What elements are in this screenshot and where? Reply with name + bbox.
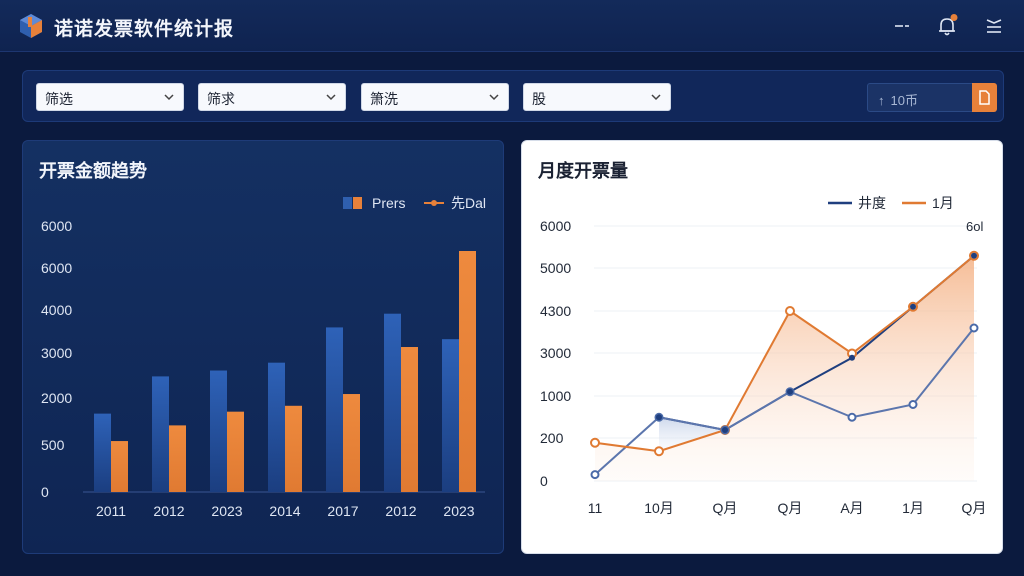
x-tick-label: 2014 bbox=[269, 503, 300, 519]
monthly-volume-panel: 月度开票量 0 200 1000 3000 4300 5000 6000 6ol 11 10月 Q月… bbox=[521, 140, 1003, 554]
point-井度 bbox=[908, 400, 918, 409]
bar-先Dal bbox=[343, 394, 360, 492]
logo-icon bbox=[20, 14, 42, 38]
point-top bbox=[656, 414, 662, 421]
x-tick-label: 2023 bbox=[211, 503, 242, 519]
chevron-down-icon bbox=[164, 94, 174, 101]
upload-label: 10币 bbox=[890, 93, 918, 108]
legend-swatch bbox=[343, 197, 352, 209]
filter-select-2[interactable]: 筛求 bbox=[198, 83, 346, 111]
filter-select-3-value: 箫洗 bbox=[370, 91, 398, 107]
monthly-volume-title: 月度开票量 bbox=[538, 161, 628, 181]
bar-先Dal bbox=[285, 405, 302, 492]
y-tick-label: 500 bbox=[41, 437, 65, 453]
arrow-up-icon: ↑ bbox=[878, 93, 885, 108]
bar-Prers bbox=[384, 313, 401, 492]
y-tick-label: 3000 bbox=[540, 345, 571, 361]
filter-select-4[interactable]: 股 bbox=[523, 83, 671, 111]
point-井度 bbox=[847, 412, 857, 422]
filter-select-4-value: 股 bbox=[532, 91, 546, 107]
x-tick-label: A月 bbox=[840, 500, 863, 516]
chevron-down-icon bbox=[489, 94, 499, 101]
x-tick-label: 2011 bbox=[96, 503, 126, 519]
minimize-icon[interactable] bbox=[890, 14, 914, 38]
point-井度 bbox=[969, 323, 979, 333]
bar-先Dal bbox=[459, 251, 476, 492]
bar-先Dal bbox=[227, 411, 244, 492]
y-tick-label: 6000 bbox=[41, 260, 72, 276]
filter-select-1[interactable]: 筛选 bbox=[36, 83, 184, 111]
upload-button[interactable] bbox=[972, 83, 997, 112]
monthly-volume-chart: 0 200 1000 3000 4300 5000 6000 6ol 11 10月 Q月 Q月 A月 1月… bbox=[540, 195, 987, 516]
filter-select-1-value: 筛选 bbox=[45, 91, 73, 107]
x-tick-label: 1月 bbox=[902, 500, 924, 516]
point-1月 bbox=[590, 437, 600, 448]
area-fill-secondary bbox=[659, 417, 725, 452]
point-top bbox=[722, 427, 728, 433]
bar-Prers bbox=[210, 370, 227, 492]
document-icon bbox=[979, 90, 990, 105]
x-tick-label: Q月 bbox=[962, 500, 987, 516]
y-tick-label: 0 bbox=[540, 473, 548, 489]
area-fill bbox=[595, 255, 974, 481]
amount-trend-panel: 开票金额趋势 0 500 2000 3000 4000 6000 6000 2011 2012 2… bbox=[22, 140, 504, 554]
bar-Prers bbox=[94, 413, 111, 492]
point-top bbox=[971, 252, 977, 259]
y-tick-label: 5000 bbox=[540, 260, 571, 276]
bar-先Dal bbox=[169, 425, 186, 492]
chevron-down-icon bbox=[326, 94, 336, 101]
legend-label: 先Dal bbox=[451, 195, 486, 211]
bar-先Dal bbox=[401, 347, 418, 492]
legend-label: Prers bbox=[372, 195, 405, 211]
corner-label: 6ol bbox=[966, 219, 983, 234]
y-tick-label: 4300 bbox=[540, 303, 571, 319]
bar-Prers bbox=[268, 362, 285, 492]
bell-icon[interactable] bbox=[935, 14, 959, 38]
point-1月 bbox=[654, 446, 664, 457]
menu-icon[interactable] bbox=[982, 14, 1006, 38]
y-tick-label: 1000 bbox=[540, 388, 571, 404]
bar-Prers bbox=[442, 339, 459, 492]
legend-label: 井度 bbox=[858, 195, 886, 211]
y-tick-label: 200 bbox=[540, 430, 564, 446]
point-top bbox=[910, 303, 916, 310]
legend-label: 1月 bbox=[932, 195, 954, 211]
x-tick-label: 2012 bbox=[153, 503, 184, 519]
point-top bbox=[849, 354, 855, 361]
y-tick-label: 3000 bbox=[41, 345, 72, 361]
bar-Prers bbox=[326, 327, 343, 492]
legend-swatch bbox=[353, 197, 362, 209]
x-tick-label: 2023 bbox=[443, 503, 474, 519]
chevron-down-icon bbox=[651, 94, 661, 101]
y-tick-label: 2000 bbox=[41, 390, 72, 406]
upload-field[interactable]: ↑ 10币 bbox=[867, 83, 973, 112]
point-井度 bbox=[590, 470, 600, 480]
x-tick-label: 2012 bbox=[385, 503, 416, 519]
filter-select-2-value: 筛求 bbox=[207, 91, 235, 107]
y-tick-label: 4000 bbox=[41, 302, 72, 318]
x-tick-label: 11 bbox=[588, 500, 603, 516]
x-tick-label: 2017 bbox=[327, 503, 358, 519]
filter-select-3[interactable]: 箫洗 bbox=[361, 83, 509, 111]
bar-Prers bbox=[152, 376, 169, 492]
x-tick-label: 10月 bbox=[644, 500, 674, 516]
y-tick-label: 0 bbox=[41, 484, 49, 500]
point-top bbox=[787, 388, 793, 395]
app-title: 诺诺发票软件统计报 bbox=[54, 19, 235, 40]
app-header: 诺诺发票软件统计报 bbox=[0, 0, 1024, 52]
bar-先Dal bbox=[111, 441, 128, 492]
y-tick-label: 6000 bbox=[41, 218, 72, 234]
filter-bar: 筛选 筛求 箫洗 股 ↑ 10币 bbox=[22, 70, 1004, 122]
amount-trend-title: 开票金额趋势 bbox=[39, 161, 147, 181]
x-tick-label: Q月 bbox=[778, 500, 803, 516]
point-1月 bbox=[785, 306, 795, 316]
x-tick-label: Q月 bbox=[713, 500, 738, 516]
amount-trend-chart: 0 500 2000 3000 4000 6000 6000 2011 2012 2023 2014… bbox=[41, 195, 486, 519]
legend-marker bbox=[431, 200, 437, 206]
y-tick-label: 6000 bbox=[540, 218, 571, 234]
